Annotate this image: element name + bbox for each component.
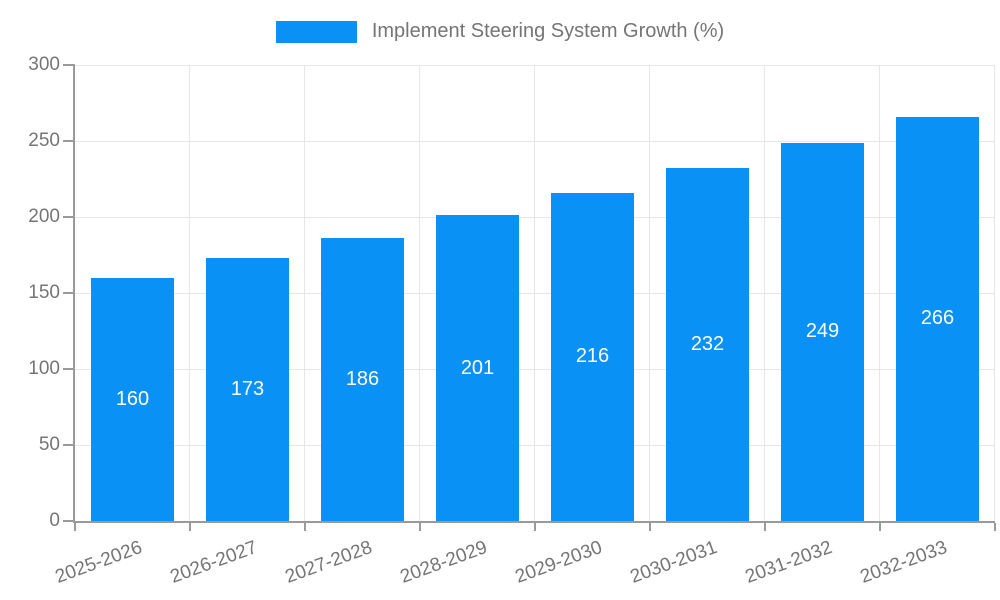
x-axis-tick-label: 2028-2029 — [397, 537, 490, 588]
bar-value-label: 186 — [345, 368, 380, 391]
y-axis-tick-label: 200 — [28, 206, 60, 227]
x-axis-tick — [994, 523, 996, 531]
gridline-vertical — [649, 65, 650, 521]
x-axis-tick — [189, 523, 191, 531]
y-axis-tick-label: 0 — [49, 510, 60, 531]
x-axis-tick — [879, 523, 881, 531]
gridline-vertical — [189, 65, 190, 521]
bar: 173 — [206, 258, 289, 521]
gridline-horizontal — [75, 445, 995, 446]
x-axis-tick-label: 2029-2030 — [512, 537, 605, 588]
x-axis-tick-label: 2027-2028 — [282, 537, 375, 588]
gridline-horizontal — [75, 293, 995, 294]
x-axis-tick — [534, 523, 536, 531]
bar-value-label: 216 — [575, 345, 610, 368]
gridline-vertical — [764, 65, 765, 521]
bar: 216 — [551, 192, 634, 521]
bar: 201 — [436, 215, 519, 521]
x-axis-tick-label: 2030-2031 — [627, 537, 720, 588]
gridline-vertical — [304, 65, 305, 521]
legend: Implement Steering System Growth (%) — [0, 20, 1000, 43]
bar: 186 — [321, 238, 404, 521]
y-axis-tick-label: 150 — [28, 282, 60, 303]
y-axis-tick — [63, 444, 75, 446]
y-axis-tick-label: 300 — [28, 54, 60, 75]
x-axis-tick — [74, 523, 76, 531]
bar: 249 — [781, 142, 864, 521]
gridline-horizontal — [75, 65, 995, 66]
x-axis-tick — [764, 523, 766, 531]
bar-value-label: 201 — [460, 356, 495, 379]
y-axis-tick-label: 100 — [28, 358, 60, 379]
y-axis-tick — [63, 520, 75, 522]
gridline-vertical — [879, 65, 880, 521]
plot-area: 0 50 100 150 200 250 300 160 173 186 201 216 232 249 2… — [28, 54, 996, 531]
x-axis-tick-label: 2026-2027 — [167, 537, 260, 588]
bar-value-label: 160 — [115, 387, 150, 410]
y-axis-tick — [63, 292, 75, 294]
bar-value-label: 173 — [230, 378, 265, 401]
y-axis-tick — [63, 216, 75, 218]
x-axis-tick-label: 2032-2033 — [857, 537, 950, 588]
x-axis-tick — [649, 523, 651, 531]
y-axis-tick — [63, 368, 75, 370]
y-axis-tick — [63, 140, 75, 142]
x-axis-tick-label: 2025-2026 — [52, 537, 145, 588]
bar-value-label: 232 — [690, 333, 725, 356]
x-axis-tick — [419, 523, 421, 531]
gridline-vertical — [419, 65, 420, 521]
y-axis-tick-label: 250 — [28, 130, 60, 151]
legend-label: Implement Steering System Growth (%) — [371, 20, 725, 42]
bar-value-label: 266 — [920, 307, 955, 330]
bar-value-label: 249 — [805, 320, 840, 343]
bar: 266 — [896, 116, 979, 521]
legend-swatch — [275, 20, 357, 43]
gridline-vertical — [534, 65, 535, 521]
y-axis-tick — [63, 64, 75, 66]
x-axis-tick-label: 2031-2032 — [742, 537, 835, 588]
gridline-horizontal — [75, 141, 995, 142]
gridline-horizontal — [75, 217, 995, 218]
x-axis-tick — [304, 523, 306, 531]
bar: 232 — [666, 168, 749, 521]
gridline-vertical — [994, 65, 995, 521]
gridline-horizontal — [75, 369, 995, 370]
y-axis-tick-label: 50 — [38, 434, 60, 455]
bar: 160 — [91, 277, 174, 521]
